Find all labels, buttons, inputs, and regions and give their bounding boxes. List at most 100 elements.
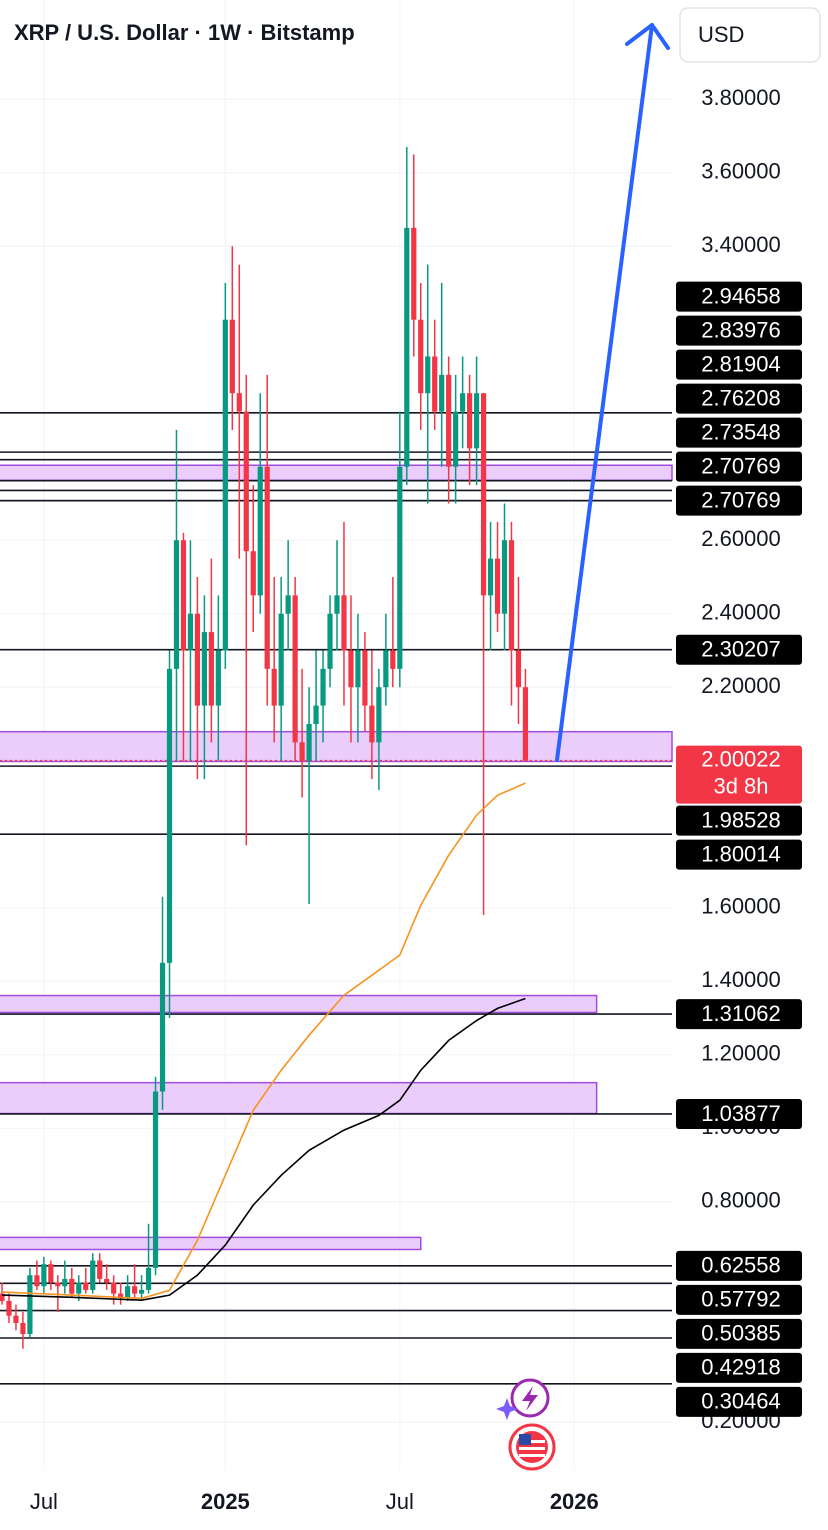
candle-body bbox=[145, 1267, 152, 1290]
price-axis: 3.80000 3.60000 3.40000 2.60000 2.40000 2.200… bbox=[30, 85, 781, 1514]
candle-body bbox=[118, 1293, 124, 1298]
level-label-box bbox=[676, 1318, 802, 1349]
candle-body bbox=[404, 227, 410, 467]
level-label-box bbox=[676, 999, 802, 1030]
level-label-box bbox=[676, 1098, 802, 1129]
zones bbox=[0, 464, 673, 1251]
currency-label[interactable]: USD bbox=[698, 22, 744, 47]
candle-body bbox=[376, 687, 382, 743]
level-label-box bbox=[676, 634, 802, 665]
level-label: 1.31062 bbox=[701, 1001, 781, 1026]
candle-body bbox=[250, 551, 256, 596]
candle-body bbox=[0, 1293, 5, 1301]
candle-body bbox=[257, 466, 263, 596]
candle-body bbox=[313, 705, 319, 724]
candle-body bbox=[285, 595, 291, 614]
flag-stripe[interactable] bbox=[519, 1440, 545, 1443]
chart-title: XRP / U.S. Dollar · 1W · Bitstamp bbox=[14, 20, 355, 45]
candle-body bbox=[48, 1264, 54, 1283]
candle-body bbox=[83, 1282, 89, 1290]
candle-body bbox=[173, 540, 180, 669]
candle-body bbox=[104, 1278, 110, 1283]
candle-body bbox=[76, 1282, 82, 1294]
candle-body bbox=[132, 1286, 138, 1294]
zone bbox=[0, 1081, 598, 1115]
candle-body bbox=[194, 613, 201, 706]
candle-body bbox=[494, 558, 501, 614]
currency-button[interactable] bbox=[679, 7, 821, 63]
candle-body bbox=[362, 650, 368, 706]
assistant-icon[interactable] bbox=[496, 1378, 550, 1420]
level-label-box bbox=[676, 1386, 802, 1417]
level-label-box bbox=[676, 383, 802, 414]
x-tick-label: 2026 bbox=[550, 1489, 599, 1514]
level-label: 2.81904 bbox=[701, 351, 781, 376]
countdown-label: 3d 8h bbox=[713, 773, 768, 798]
candle-body bbox=[501, 540, 508, 614]
candle-body bbox=[320, 668, 326, 706]
icon-bolt[interactable] bbox=[522, 1386, 538, 1411]
arrow-shaft bbox=[555, 23, 654, 762]
candle-body bbox=[201, 632, 207, 706]
level-label-box bbox=[676, 1352, 802, 1383]
candle-body bbox=[397, 466, 403, 669]
level-label: 2.76208 bbox=[701, 385, 781, 410]
candle-body bbox=[299, 742, 305, 761]
level-label: 0.50385 bbox=[701, 1321, 781, 1346]
y-tick-label: 1.20000 bbox=[701, 1041, 781, 1066]
candle-body bbox=[236, 393, 242, 412]
candle-body bbox=[271, 668, 277, 706]
y-tick-label: 2.20000 bbox=[701, 673, 781, 698]
level-label: 2.70769 bbox=[701, 487, 781, 512]
moving-averages bbox=[1, 782, 526, 1302]
level-label: 2.83976 bbox=[701, 317, 781, 342]
candle-body bbox=[229, 319, 235, 394]
moving-average bbox=[1, 997, 526, 1302]
candle-body bbox=[215, 650, 221, 706]
events-icon[interactable] bbox=[508, 1423, 556, 1471]
candle-body bbox=[62, 1278, 68, 1287]
level-label: 0.42918 bbox=[701, 1355, 781, 1380]
candle-body bbox=[383, 650, 389, 688]
candle-body bbox=[20, 1323, 26, 1335]
levels bbox=[0, 412, 672, 1385]
y-tick-label: 0.80000 bbox=[701, 1188, 781, 1213]
flag-stripe[interactable] bbox=[519, 1454, 545, 1457]
arrow-head bbox=[625, 23, 670, 50]
flag-canton[interactable] bbox=[519, 1434, 531, 1445]
candle-body bbox=[467, 393, 473, 449]
candle-body bbox=[292, 595, 298, 743]
candle-body bbox=[27, 1275, 33, 1335]
level-label-box bbox=[676, 281, 802, 312]
candle-body bbox=[187, 613, 194, 651]
level-label: 1.98528 bbox=[701, 807, 781, 832]
current-price-label: 2.00022 bbox=[701, 746, 781, 771]
candle-body bbox=[41, 1264, 47, 1287]
candle-body bbox=[341, 595, 347, 651]
icon-sparkle[interactable] bbox=[496, 1398, 518, 1420]
candle-body bbox=[138, 1289, 145, 1294]
candle-body bbox=[125, 1286, 131, 1298]
zone bbox=[0, 994, 598, 1014]
candle-body bbox=[6, 1300, 12, 1316]
candle-body bbox=[34, 1275, 40, 1287]
candle-body bbox=[418, 319, 424, 394]
candle-body bbox=[487, 558, 494, 596]
moving-average bbox=[1, 782, 526, 1300]
candle-body bbox=[55, 1282, 61, 1287]
candle-body bbox=[90, 1260, 96, 1290]
zone bbox=[0, 464, 673, 482]
candle-body bbox=[111, 1282, 117, 1294]
level-label: 2.70769 bbox=[701, 453, 781, 478]
level-label: 1.80014 bbox=[701, 841, 781, 866]
level-label: 2.73548 bbox=[701, 419, 781, 444]
candle-body bbox=[439, 374, 445, 412]
candle-body bbox=[222, 319, 228, 651]
y-tick-label: 3.40000 bbox=[701, 232, 781, 257]
flag-stripe[interactable] bbox=[519, 1447, 545, 1450]
candle-body bbox=[432, 356, 438, 412]
projection-arrow bbox=[555, 23, 670, 762]
